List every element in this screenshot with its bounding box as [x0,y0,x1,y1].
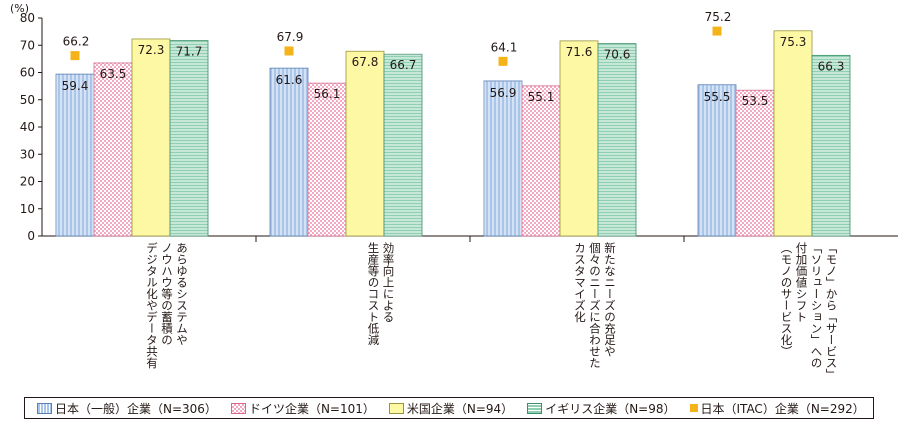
bar [597,43,637,237]
bar [131,38,171,237]
y-unit-label: (%) [10,2,29,15]
bar-value-label: 71.6 [566,45,593,59]
x-category-label: デジタル化やデータ共有 [145,241,159,369]
x-category-label: 新たなニーズの充足や [603,241,617,357]
y-tick-label: 80 [20,11,35,25]
bar [735,89,775,237]
legend-label: 日本（ITAC）企業（N=292） [700,401,865,416]
bar [559,40,599,237]
legend-swatch [527,402,543,414]
x-category-label: ノウハウ等の蓄積の [160,242,174,346]
bar-value-label: 56.1 [314,87,341,101]
legend-swatch [230,402,246,414]
bar-chart: 0 10 20 30 40 50 60 70 80(%) 59.4 63.5 72.3 71.7 66.… [10,2,898,380]
y-tick-label: 40 [20,120,35,134]
legend-item: 日本（一般）企業（N=306） [37,400,217,417]
bar-value-label: 66.3 [818,59,845,73]
bar [483,80,523,237]
x-category-label: カスタマイズ化 [573,242,587,323]
bar-value-label: 75.3 [780,35,807,49]
x-category-label: （モノのサービス化） [780,242,794,357]
legend-item: 米国企業（N=94） [388,400,514,417]
legend-item: 日本（ITAC）企業（N=292） [689,400,865,417]
bar-value-label: 55.5 [704,90,731,104]
legend-label: 日本（一般）企業（N=306） [55,401,217,416]
legend: 日本（一般）企業（N=306） ドイツ企業（N=101） 米国企業（N=94） イギリ… [24,397,874,419]
bar [773,30,813,237]
bar [269,67,309,237]
legend-swatch [388,402,404,414]
bar [697,84,737,237]
bar [521,85,561,237]
y-tick-label: 0 [27,229,35,243]
bar [383,53,423,237]
legend-label: イギリス企業（N=98） [545,401,676,416]
x-category-label: 効率向上による [382,241,396,322]
itac-marker [712,26,722,36]
marker-value-label: 66.2 [63,35,90,49]
marker-value-label: 67.9 [277,30,304,44]
x-category-label: あらゆるシステムや [175,242,189,346]
data-labels: 59.4 63.5 72.3 71.7 66.2 61.6 56.1 67.8 66.7 67.9… [62,10,845,108]
legend-label: 米国企業（N=94） [406,401,514,416]
itac-marker [70,51,80,61]
bar-value-label: 66.7 [390,58,417,72]
bar [307,82,347,237]
y-tick-label: 30 [20,147,35,161]
bar [93,62,133,237]
bar-value-label: 67.8 [352,55,379,69]
x-category-label: 「ソリューション」への [810,242,824,369]
itac-marker [498,56,508,66]
marker-value-label: 75.2 [705,10,732,24]
x-category-label: 個々のニーズに合わせた [588,242,602,369]
bar [345,50,385,237]
legend-label: ドイツ企業（N=101） [248,401,375,416]
y-tick-label: 10 [20,202,35,216]
legend-marker-swatch [689,404,698,412]
legend-item: ドイツ企業（N=101） [230,400,375,417]
bar-value-label: 56.9 [490,86,517,100]
bar-value-label: 71.7 [176,45,203,59]
bar [811,54,851,237]
bar-value-label: 72.3 [138,43,165,57]
bar-value-label: 53.5 [742,94,769,108]
bar-value-label: 63.5 [100,67,127,81]
x-category-label: 「モノ」から「サービス」 [825,242,839,380]
bar [55,73,95,237]
itac-marker [284,46,294,56]
bar-value-label: 61.6 [276,73,303,87]
y-tick-label: 60 [20,66,35,80]
bar-value-label: 59.4 [62,79,89,93]
bar-value-label: 70.6 [604,48,631,62]
y-tick-label: 70 [20,38,35,52]
legend-swatch [37,402,52,414]
legend-item: イギリス企業（N=98） [527,400,676,417]
x-category-label: 生産等のコスト低減 [367,241,381,346]
bar-value-label: 55.1 [528,90,555,104]
bar [169,40,209,237]
bars [55,30,851,237]
y-tick-label: 20 [20,175,35,189]
x-category-label: 付加価値シフト [795,242,809,323]
y-tick-label: 50 [20,93,35,107]
marker-value-label: 64.1 [491,40,518,54]
